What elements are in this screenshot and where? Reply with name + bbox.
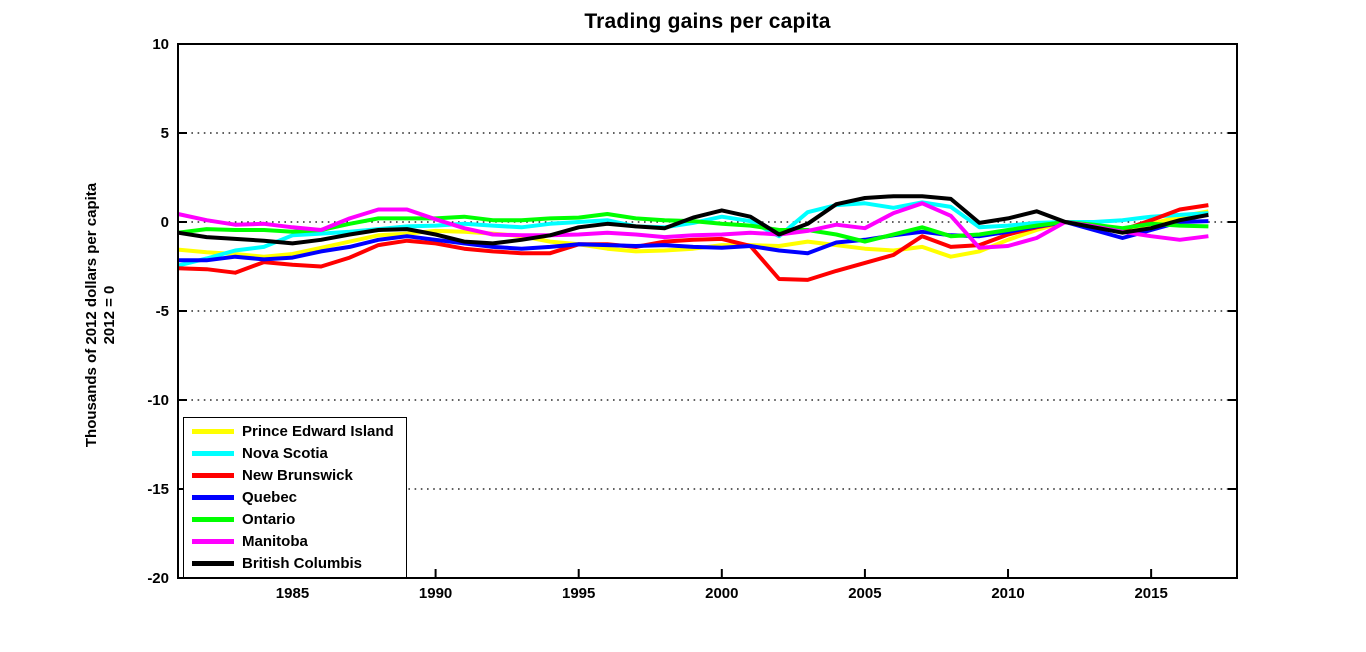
legend-swatch-nova-scotia bbox=[192, 451, 234, 457]
legend-item-manitoba: Manitoba bbox=[192, 531, 406, 551]
chart-title: Trading gains per capita bbox=[584, 10, 831, 33]
legend-label-ontario: Ontario bbox=[242, 510, 296, 528]
y-tick-label--15: -15 bbox=[147, 481, 169, 498]
legend-swatch-new-brunswick bbox=[192, 473, 234, 479]
legend-label-quebec: Quebec bbox=[242, 489, 298, 506]
legend-item-new-brunswick: New Brunswick bbox=[192, 466, 406, 486]
y-tick-label-0: 0 bbox=[161, 214, 169, 231]
series-line-ontario bbox=[177, 212, 1209, 244]
legend-swatch-british-columbis bbox=[192, 560, 234, 566]
legend-label-manitoba: Manitoba bbox=[242, 532, 308, 550]
x-tick-label-1995: 1995 bbox=[562, 585, 595, 602]
legend-label-british-columbis: British Columbis bbox=[242, 554, 363, 572]
legend-swatch-ontario bbox=[192, 516, 234, 522]
x-tick-label-2005: 2005 bbox=[848, 585, 881, 602]
x-tick-label-1985: 1985 bbox=[276, 585, 309, 602]
legend-item-quebec: Quebec bbox=[192, 488, 406, 508]
series-line-manitoba bbox=[177, 201, 1209, 250]
legend-item-british-columbis: British Columbis bbox=[192, 553, 406, 573]
legend-label-prince-edward-island: Prince Edward Island bbox=[242, 423, 394, 441]
x-tick-label-1990: 1990 bbox=[419, 585, 452, 602]
legend-item-ontario: Ontario bbox=[192, 509, 406, 529]
y-axis-label-line1: Thousands of 2012 dollars per capita bbox=[83, 182, 100, 448]
series-line-british-columbis bbox=[177, 194, 1209, 246]
x-tick-label-2015: 2015 bbox=[1134, 585, 1167, 602]
x-tick-label-2010: 2010 bbox=[991, 585, 1024, 602]
y-axis-label-line2: 2012 = 0 bbox=[101, 285, 118, 345]
y-tick-label-5: 5 bbox=[161, 125, 169, 142]
y-tick-label-10: 10 bbox=[152, 36, 169, 53]
legend-swatch-manitoba bbox=[192, 538, 234, 544]
legend-item-nova-scotia: Nova Scotia bbox=[192, 444, 406, 464]
legend-swatch-quebec bbox=[192, 495, 234, 500]
legend-label-new-brunswick: New Brunswick bbox=[242, 467, 353, 485]
legend: Prince Edward Island Nova Scotia New Bruns… bbox=[183, 417, 407, 578]
y-tick-label--5: -5 bbox=[156, 303, 169, 320]
plot-border bbox=[177, 43, 1238, 579]
y-axis-label: Thousands of 2012 dollars per capita 201… bbox=[83, 65, 121, 565]
legend-item-prince-edward-island: Prince Edward Island bbox=[192, 422, 406, 442]
y-tick-label--20: -20 bbox=[147, 570, 169, 587]
y-tick-label--10: -10 bbox=[147, 392, 169, 409]
legend-label-nova-scotia: Nova Scotia bbox=[242, 445, 328, 463]
legend-swatch-prince-edward-island bbox=[192, 429, 234, 435]
x-tick-label-2000: 2000 bbox=[705, 585, 738, 602]
